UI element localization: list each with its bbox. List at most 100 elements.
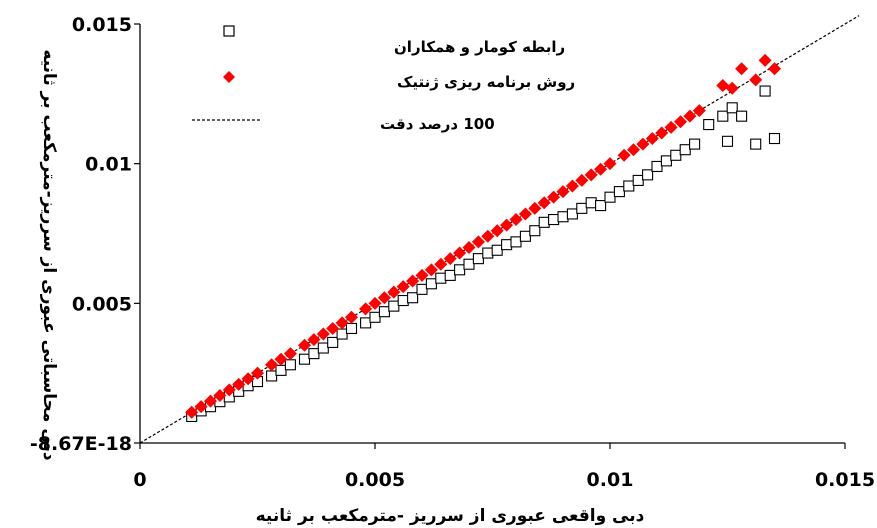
- genetic-point-2: [204, 394, 217, 408]
- genetic-point-51: [683, 109, 697, 123]
- kumar-point-25: [435, 272, 447, 284]
- genetic-point-11: [298, 338, 311, 352]
- kumar-point-33: [510, 236, 522, 248]
- genetic-point-50: [674, 115, 687, 129]
- kumar-point-30: [482, 247, 494, 259]
- kumar-point-21: [397, 294, 409, 307]
- genetic-point-28: [462, 240, 476, 254]
- kumar-point-17: [360, 317, 372, 329]
- y-tick-label-2: 0.01: [85, 154, 132, 176]
- genetic-point-45: [627, 143, 640, 157]
- kumar-point-34: [519, 230, 531, 242]
- genetic-point-5: [232, 377, 246, 391]
- kumar-point-47: [642, 169, 654, 181]
- genetic-point-20: [387, 285, 401, 299]
- kumar-point-54: [717, 110, 729, 122]
- kumar-point-57: [721, 135, 734, 147]
- genetic-point-4: [222, 383, 236, 397]
- kumar-point-53: [703, 119, 715, 131]
- kumar-point-35: [529, 225, 541, 237]
- genetic-point-53: [716, 78, 730, 92]
- kumar-point-36: [538, 216, 550, 228]
- genetic-point-22: [406, 274, 420, 288]
- kumar-point-56: [736, 110, 748, 122]
- kumar-point-13: [317, 342, 329, 354]
- genetic-point-47: [645, 132, 659, 146]
- genetic-point-32: [500, 218, 514, 232]
- genetic-point-21: [396, 280, 410, 294]
- genetic-point-52: [692, 104, 706, 118]
- kumar-point-58: [750, 138, 762, 150]
- tick-labels: 0 0.005 0.01 0.015 -8.67E-18 0.005 0.01 0.015: [30, 14, 875, 491]
- kumar-point-46: [632, 174, 644, 186]
- genetic-point-58: [768, 62, 781, 76]
- genetic-point-46: [636, 137, 650, 151]
- reference-line-100-percent: [139, 15, 860, 444]
- genetic-point-9: [274, 352, 288, 366]
- kumar-point-27: [454, 264, 466, 276]
- y-tick-label-1: 0.005: [72, 293, 132, 315]
- genetic-point-54: [725, 81, 739, 95]
- legend-label-kumar: رابطه کومار و همکاران: [394, 38, 565, 56]
- genetic-point-43: [603, 157, 617, 171]
- genetic-point-34: [518, 207, 532, 221]
- legend: رابطه کومار و همکاران روش برنامه ریزی ژن…: [192, 25, 575, 133]
- kumar-point-20: [388, 300, 400, 312]
- y-axis-title: دبی محاسباتی عبوری از سرریز-مترمکعب بر ث…: [39, 49, 59, 461]
- genetic-point-40: [575, 173, 589, 187]
- x-tick-label-0: 0: [133, 469, 146, 491]
- kumar-point-16: [345, 322, 358, 335]
- kumar-point-44: [613, 186, 625, 198]
- genetic-point-15: [335, 316, 349, 330]
- genetic-point-18: [368, 296, 382, 310]
- kumar-point-39: [566, 208, 578, 220]
- kumar-point-48: [651, 160, 663, 173]
- kumar-point-18: [369, 311, 381, 323]
- kumar-point-22: [407, 292, 419, 304]
- x-tick-label-3: 0.015: [815, 469, 875, 491]
- kumar-point-43: [604, 191, 616, 203]
- genetic-point-16: [345, 310, 358, 324]
- kumar-point-10: [284, 359, 296, 371]
- kumar-point-37: [548, 213, 560, 226]
- genetic-point-39: [565, 179, 579, 193]
- kumar-point-41: [585, 197, 597, 209]
- kumar-point-59: [768, 132, 781, 145]
- kumar-point-23: [416, 283, 428, 295]
- y-tick-label-3: 0.015: [72, 14, 132, 36]
- kumar-point-29: [472, 253, 484, 265]
- legend-marker-red-diamond: [223, 71, 235, 83]
- kumar-point-28: [463, 258, 475, 270]
- genetic-point-10: [283, 347, 297, 361]
- x-tick-label-2: 0.01: [587, 469, 634, 491]
- genetic-point-56: [749, 73, 763, 87]
- genetic-point-24: [424, 263, 438, 277]
- genetic-point-31: [490, 224, 504, 238]
- x-axis-title: دبی واقعی عبوری از سرریز -مترمکعب بر ثان…: [256, 506, 645, 526]
- kumar-point-9: [275, 364, 287, 376]
- kumar-point-12: [308, 348, 320, 360]
- kumar-point-14: [327, 336, 339, 348]
- genetic-point-6: [241, 372, 255, 386]
- kumar-point-42: [595, 200, 607, 212]
- legend-marker-open-square: [223, 25, 235, 37]
- genetic-point-35: [528, 201, 542, 215]
- genetic-point-30: [481, 229, 495, 243]
- genetic-point-19: [377, 291, 391, 305]
- kumar-point-26: [444, 269, 456, 281]
- kumar-point-19: [378, 306, 390, 318]
- legend-label-genetic-programming: روش برنامه ریزی ژنتیک: [397, 73, 575, 91]
- plot-marks: [139, 15, 860, 444]
- genetic-point-33: [509, 213, 523, 227]
- kumar-point-32: [501, 239, 513, 251]
- genetic-point-37: [547, 190, 561, 204]
- kumar-point-45: [623, 180, 635, 192]
- genetic-point-48: [655, 126, 669, 140]
- kumar-point-38: [557, 211, 569, 223]
- genetic-point-55: [735, 62, 749, 76]
- genetic-point-36: [537, 196, 551, 210]
- genetic-point-29: [471, 235, 485, 249]
- genetic-point-7: [251, 366, 264, 380]
- genetic-point-38: [556, 185, 570, 199]
- kumar-point-60: [759, 85, 771, 97]
